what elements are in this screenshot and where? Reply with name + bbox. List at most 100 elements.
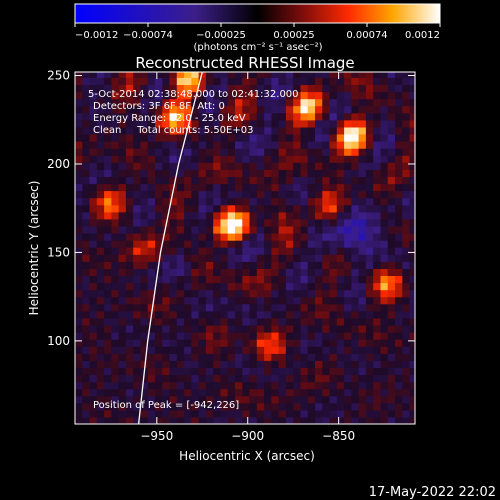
heatmap-cell — [365, 395, 374, 404]
heatmap-cell — [242, 303, 251, 312]
heatmap-cell — [205, 204, 214, 213]
heatmap-cell — [96, 289, 105, 298]
heatmap-cell — [96, 204, 105, 213]
heatmap-cell — [75, 77, 83, 85]
heatmap-cell — [242, 91, 251, 100]
heatmap-cell — [365, 310, 374, 319]
heatmap-cell — [395, 353, 403, 361]
heatmap-cell — [315, 155, 323, 163]
heatmap-cell — [191, 225, 200, 234]
heatmap-cell — [242, 332, 251, 340]
heatmap-cell — [322, 240, 331, 248]
heatmap-cell — [96, 197, 105, 206]
heatmap-cell — [329, 218, 338, 227]
heatmap-cell — [111, 388, 120, 397]
heatmap-cell — [344, 162, 352, 170]
heatmap-cell — [184, 233, 192, 241]
heatmap-cell — [89, 218, 98, 227]
heatmap-cell — [140, 119, 149, 128]
heatmap-cell — [256, 183, 265, 192]
heatmap-cell — [293, 402, 302, 411]
heatmap-cell — [82, 254, 91, 262]
heatmap-cell — [271, 289, 280, 298]
heatmap-cell — [104, 155, 112, 163]
heatmap-cell — [125, 346, 134, 354]
heatmap-cell — [329, 141, 338, 149]
heatmap-cell — [293, 169, 302, 177]
heatmap-cell — [198, 332, 207, 340]
heatmap-cell — [205, 190, 214, 199]
heatmap-cell — [184, 240, 192, 248]
heatmap-cell — [227, 261, 236, 269]
heatmap-cell — [271, 409, 280, 418]
heatmap-cell — [307, 240, 316, 248]
heatmap-cell — [198, 190, 207, 199]
heatmap-cell — [162, 133, 171, 142]
heatmap-cell — [256, 72, 265, 78]
heatmap-cell — [242, 240, 251, 248]
heatmap-cell — [329, 275, 338, 284]
heatmap-cell — [315, 339, 323, 347]
heatmap-cell — [373, 133, 382, 142]
heatmap-cell — [162, 374, 171, 383]
heatmap-cell — [111, 169, 120, 177]
heatmap-cell — [322, 162, 331, 170]
heatmap-cell — [227, 77, 236, 85]
heatmap-cell — [191, 268, 200, 276]
heatmap-cell — [380, 268, 389, 276]
heatmap-cell — [205, 388, 214, 397]
heatmap-cell — [118, 360, 127, 368]
heatmap-cell — [300, 303, 309, 312]
heatmap-cell — [249, 261, 258, 269]
heatmap-cell — [213, 225, 222, 234]
heatmap-cell — [264, 388, 272, 397]
heatmap-cell — [89, 254, 98, 262]
heatmap-cell — [285, 367, 294, 376]
heatmap-cell — [387, 112, 396, 121]
heatmap-cell — [213, 381, 222, 390]
heatmap-cell — [315, 225, 323, 234]
heatmap-cell — [387, 169, 396, 177]
heatmap-cell — [118, 416, 127, 424]
heatmap-cell — [249, 77, 258, 85]
heatmap-cell — [285, 395, 294, 404]
heatmap-cell — [271, 98, 280, 107]
heatmap-cell — [118, 402, 127, 411]
heatmap-cell — [198, 381, 207, 390]
heatmap-cell — [96, 218, 105, 227]
heatmap-cell — [387, 268, 396, 276]
heatmap-cell — [75, 268, 83, 276]
heatmap-cell — [205, 77, 214, 85]
heatmap-cell — [373, 310, 382, 319]
heatmap-cell — [205, 240, 214, 248]
heatmap-cell — [118, 381, 127, 390]
heatmap-cell — [249, 346, 258, 354]
heatmap-cell — [249, 310, 258, 319]
heatmap-cell — [395, 303, 403, 312]
heatmap-cell — [293, 112, 302, 121]
heatmap-cell — [133, 176, 142, 185]
heatmap-cell — [322, 261, 331, 269]
heatmap-cell — [256, 324, 265, 333]
heatmap-cell — [133, 218, 142, 227]
heatmap-cell — [358, 282, 367, 291]
heatmap-cell — [373, 339, 382, 347]
heatmap-cell — [387, 190, 396, 199]
heatmap-cell — [162, 183, 171, 192]
heatmap-cell — [351, 339, 360, 347]
heatmap-cell — [344, 218, 352, 227]
heatmap-cell — [278, 77, 287, 85]
heatmap-cell — [380, 374, 389, 383]
heatmap-cell — [82, 402, 91, 411]
heatmap-cell — [227, 91, 236, 100]
heatmap-cell — [365, 133, 374, 142]
heatmap-cell — [242, 233, 251, 241]
heatmap-cell — [213, 77, 222, 85]
heatmap-cell — [133, 126, 142, 135]
heatmap-cell — [235, 416, 243, 424]
heatmap-cell — [191, 360, 200, 368]
heatmap-cell — [293, 332, 302, 340]
heatmap-cell — [271, 360, 280, 368]
heatmap-cell — [104, 261, 112, 269]
heatmap-cell — [220, 261, 229, 269]
